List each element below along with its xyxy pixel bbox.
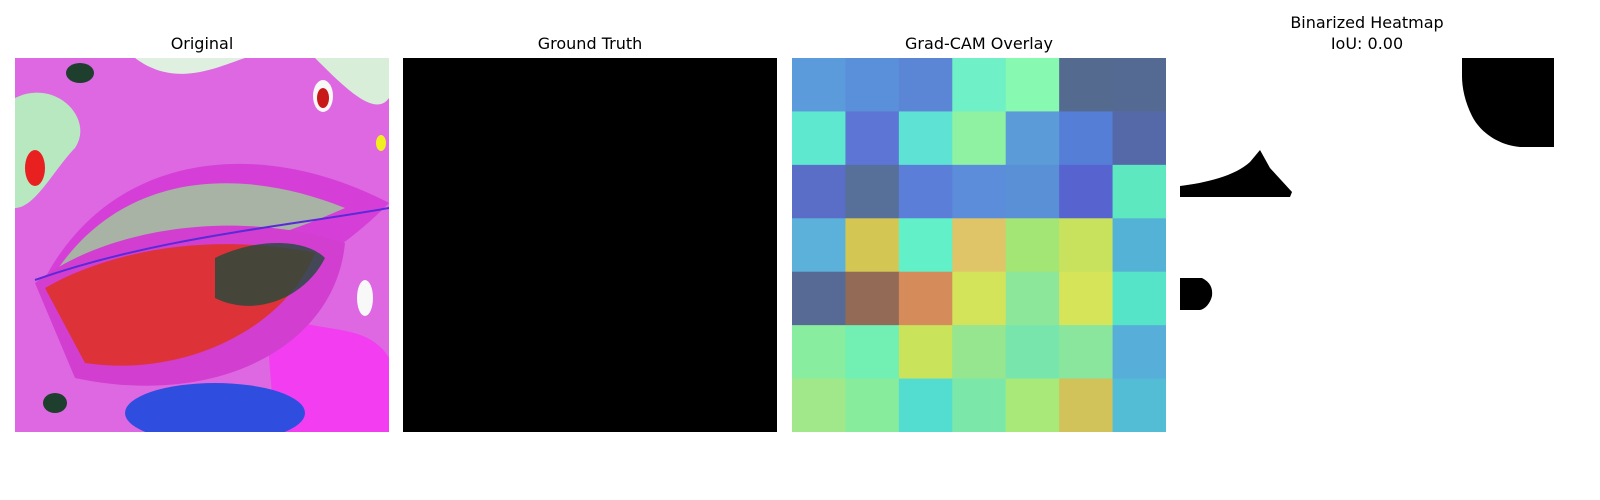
gradcam-cell [792,218,846,273]
gradcam-cell [845,111,900,166]
mask-blob-left-wedge [1180,150,1292,197]
gradcam-cell [1112,325,1166,380]
gradcam-cell [952,378,1007,432]
gradcam-cell [1005,111,1060,166]
gradcam-cell [898,218,953,273]
gradcam-cell [1112,271,1166,326]
gradcam-cell [952,218,1007,273]
gradcam-cell [1005,58,1060,112]
gradcam-cell [1059,271,1114,326]
ground-truth-title: Ground Truth [537,34,643,53]
gradcam-cell [952,111,1007,166]
gradcam-cell [845,164,900,219]
gradcam-cell [1112,218,1166,273]
gradcam-cell [792,111,846,166]
gradcam-cell [952,164,1007,219]
original-image [15,58,389,432]
gradcam-cell [792,378,846,432]
gradcam-cell [1005,218,1060,273]
gradcam-cell [1059,58,1114,112]
gradcam-cell [952,271,1007,326]
gradcam-cell [1112,164,1166,219]
mask-blob-left-small [1180,278,1213,310]
binarized-heatmap [1180,58,1554,432]
gradcam-cell [898,58,953,112]
gradcam-cell [898,378,953,432]
gradcam-cell [1112,378,1166,432]
gradcam-overlay [792,58,1166,432]
gradcam-cell [792,164,846,219]
binarized-title: Binarized Heatmap IoU: 0.00 [1290,13,1444,53]
gradcam-cell [898,325,953,380]
gradcam-cell [898,271,953,326]
gradcam-cell [898,111,953,166]
gradcam-cell [952,58,1007,112]
gradcam-cell [1005,164,1060,219]
gradcam-cell [845,58,900,112]
gradcam-cell [845,271,900,326]
gradcam-cell [845,378,900,432]
gradcam-cell [792,58,846,112]
mask-blob-top-right [1462,58,1554,147]
gradcam-cell [1059,378,1114,432]
ground-truth-mask [403,58,777,432]
gradcam-grid [792,58,1166,432]
gradcam-cell [1059,111,1114,166]
gradcam-cell [898,164,953,219]
gradcam-cell [1005,271,1060,326]
gradcam-cell [1112,111,1166,166]
gradcam-cell [1059,164,1114,219]
gradcam-title: Grad-CAM Overlay [905,34,1053,53]
gradcam-cell [1005,325,1060,380]
gradcam-cell [1059,325,1114,380]
binarized-mask-graphic [1180,58,1554,310]
leaf-image-graphic [15,58,389,432]
gradcam-cell [792,271,846,326]
gradcam-cell [1059,218,1114,273]
gradcam-cell [845,325,900,380]
gradcam-cell [1112,58,1166,112]
gradcam-cell [952,325,1007,380]
original-title: Original [170,34,234,53]
gradcam-cell [845,218,900,273]
gradcam-cell [1005,378,1060,432]
gradcam-cell [792,325,846,380]
